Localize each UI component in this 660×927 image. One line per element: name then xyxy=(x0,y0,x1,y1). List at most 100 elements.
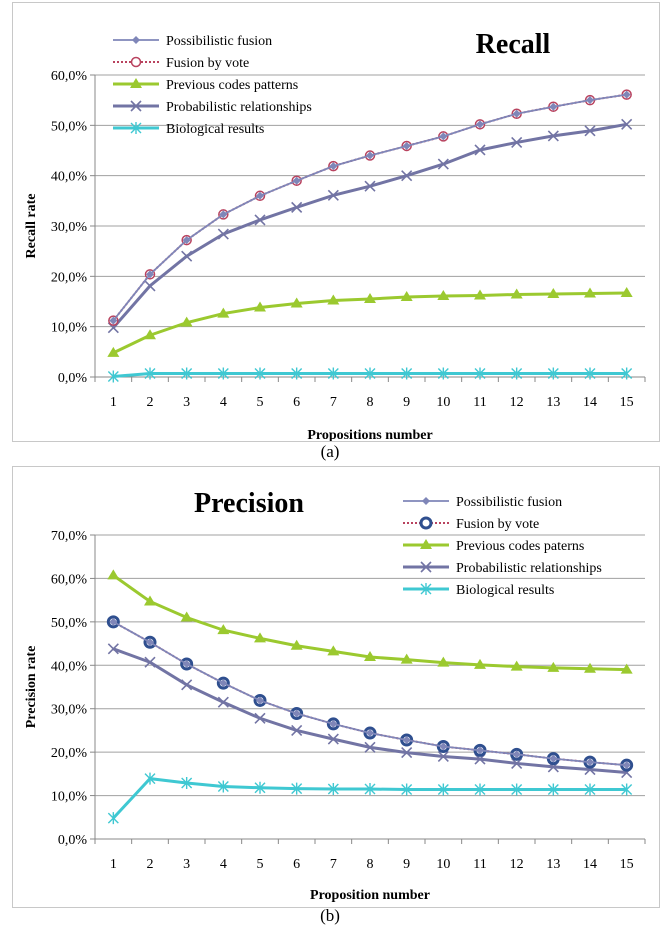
data-point xyxy=(474,658,486,669)
recall-chart-panel: 0,0% 10,0% 20,0% 30,0% 40,0% 50,0% 60,0% 1 2 3 4 5 6… xyxy=(12,2,660,442)
data-point xyxy=(144,280,156,292)
data-point xyxy=(181,367,193,380)
data-point xyxy=(107,569,120,580)
chart-title: Precision xyxy=(194,488,304,519)
legend-item: Fusion by vote xyxy=(113,56,249,71)
legend-item: Possibilistic fusion xyxy=(403,495,562,510)
legend-marker xyxy=(130,56,142,68)
data-point xyxy=(547,130,559,142)
x-tick-label: 9 xyxy=(403,395,410,410)
data-point xyxy=(511,367,523,380)
x-tick-label: 13 xyxy=(546,857,560,872)
data-point xyxy=(364,292,376,303)
legend-label: Probabilistic relationships xyxy=(456,561,602,576)
legend-label: Fusion by vote xyxy=(456,517,539,532)
data-point xyxy=(622,761,631,770)
x-tick-label: 13 xyxy=(546,395,560,410)
series-previous-codes-paterns xyxy=(107,569,633,674)
legend-marker xyxy=(130,100,142,112)
data-point xyxy=(547,783,559,796)
x-tick-label: 8 xyxy=(367,857,374,872)
legend-item: Fusion by vote xyxy=(403,516,539,532)
data-point xyxy=(620,663,633,674)
data-point xyxy=(254,367,266,380)
caption-a: (a) xyxy=(320,442,340,461)
legend-marker xyxy=(420,561,432,573)
data-point xyxy=(144,329,156,340)
series-line xyxy=(112,621,627,767)
data-point xyxy=(217,228,229,240)
y-tick-label: 30,0% xyxy=(51,220,88,235)
x-tick-label: 12 xyxy=(510,857,524,872)
data-point xyxy=(217,307,230,318)
series-biological-results xyxy=(107,772,633,825)
data-point xyxy=(107,346,120,357)
x-tick-label: 11 xyxy=(473,395,486,410)
data-point xyxy=(181,250,193,262)
x-tick-label: 3 xyxy=(183,395,190,410)
data-point xyxy=(366,151,374,160)
caption-b: (b) xyxy=(320,906,340,925)
data-point xyxy=(327,294,340,305)
data-point xyxy=(107,643,119,655)
data-point xyxy=(217,624,230,635)
data-point xyxy=(290,297,303,308)
legend-label: Previous codes patterns xyxy=(166,78,298,93)
x-tick-label: 4 xyxy=(220,857,227,872)
data-point xyxy=(364,651,376,662)
legend-label: Biological results xyxy=(456,583,554,598)
data-point xyxy=(439,132,448,141)
data-point xyxy=(439,742,448,751)
x-tick-label: 11 xyxy=(473,857,486,872)
data-point xyxy=(219,210,228,219)
data-point xyxy=(586,96,594,105)
y-tick-label: 40,0% xyxy=(51,170,88,185)
chart-title: Recall xyxy=(476,29,551,60)
chart-svg: 0,0%10,0%20,0%30,0%40,0%50,0%60,0%1 2 3 4 5 6… xyxy=(24,29,646,441)
data-point xyxy=(512,750,521,759)
data-point xyxy=(510,288,523,299)
data-point xyxy=(327,367,339,380)
x-tick-label: 2 xyxy=(147,395,154,410)
x-axis-label: Propositions number xyxy=(307,428,432,441)
data-point xyxy=(401,367,413,380)
x-tick-label: 1 xyxy=(110,395,117,410)
data-point xyxy=(401,783,413,796)
data-point xyxy=(584,367,596,380)
y-tick-label: 50,0% xyxy=(51,119,88,134)
data-point xyxy=(549,102,558,111)
data-point xyxy=(291,724,303,736)
x-tick-label: 5 xyxy=(257,857,264,872)
data-point xyxy=(402,735,411,744)
data-point xyxy=(400,290,413,301)
y-tick-label: 20,0% xyxy=(51,746,88,761)
data-point xyxy=(474,783,486,796)
data-point xyxy=(291,201,303,213)
data-point xyxy=(290,639,303,650)
data-point xyxy=(146,270,154,279)
y-tick-label: 60,0% xyxy=(51,572,88,587)
legend: Possibilistic fusion Fusion by vote Previo… xyxy=(113,34,312,137)
x-tick-label: 10 xyxy=(436,857,450,872)
data-point xyxy=(512,109,521,118)
data-point xyxy=(584,783,596,796)
data-point xyxy=(621,783,633,796)
data-point xyxy=(437,783,449,796)
x-axis-label: Proposition number xyxy=(310,888,430,903)
data-point xyxy=(474,289,486,300)
data-point xyxy=(584,125,596,137)
precision-chart-panel: 0,0% 10,0% 20,0% 30,0% 40,0% 50,0% 60,0% 70,0% 1… xyxy=(12,466,660,908)
legend-item: Biological results xyxy=(113,122,264,137)
data-point xyxy=(621,367,633,380)
legend-label: Previous codes paterns xyxy=(456,539,584,554)
series-biological-results xyxy=(107,367,633,383)
data-point xyxy=(144,595,156,606)
data-point xyxy=(511,783,523,796)
data-point xyxy=(547,661,560,672)
data-point xyxy=(401,170,413,182)
data-point xyxy=(182,236,191,245)
legend-label: Probabilistic relationships xyxy=(166,100,312,115)
data-point xyxy=(254,632,266,643)
data-point xyxy=(109,316,118,325)
x-tick-label: 8 xyxy=(367,395,374,410)
